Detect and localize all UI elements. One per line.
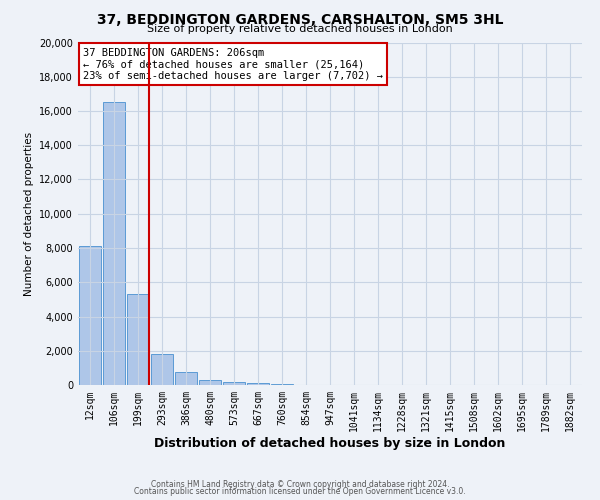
X-axis label: Distribution of detached houses by size in London: Distribution of detached houses by size … <box>154 436 506 450</box>
Text: Contains HM Land Registry data © Crown copyright and database right 2024.: Contains HM Land Registry data © Crown c… <box>151 480 449 489</box>
Bar <box>223 382 245 385</box>
Text: 37 BEDDINGTON GARDENS: 206sqm
← 76% of detached houses are smaller (25,164)
23% : 37 BEDDINGTON GARDENS: 206sqm ← 76% of d… <box>83 48 383 81</box>
Bar <box>127 294 149 385</box>
Text: 37, BEDDINGTON GARDENS, CARSHALTON, SM5 3HL: 37, BEDDINGTON GARDENS, CARSHALTON, SM5 … <box>97 12 503 26</box>
Bar <box>199 380 221 385</box>
Bar <box>103 102 125 385</box>
Bar <box>271 384 293 385</box>
Bar <box>79 246 101 385</box>
Text: Size of property relative to detached houses in London: Size of property relative to detached ho… <box>147 24 453 34</box>
Bar <box>247 384 269 385</box>
Text: Contains public sector information licensed under the Open Government Licence v3: Contains public sector information licen… <box>134 487 466 496</box>
Y-axis label: Number of detached properties: Number of detached properties <box>24 132 34 296</box>
Bar <box>175 372 197 385</box>
Bar <box>151 354 173 385</box>
